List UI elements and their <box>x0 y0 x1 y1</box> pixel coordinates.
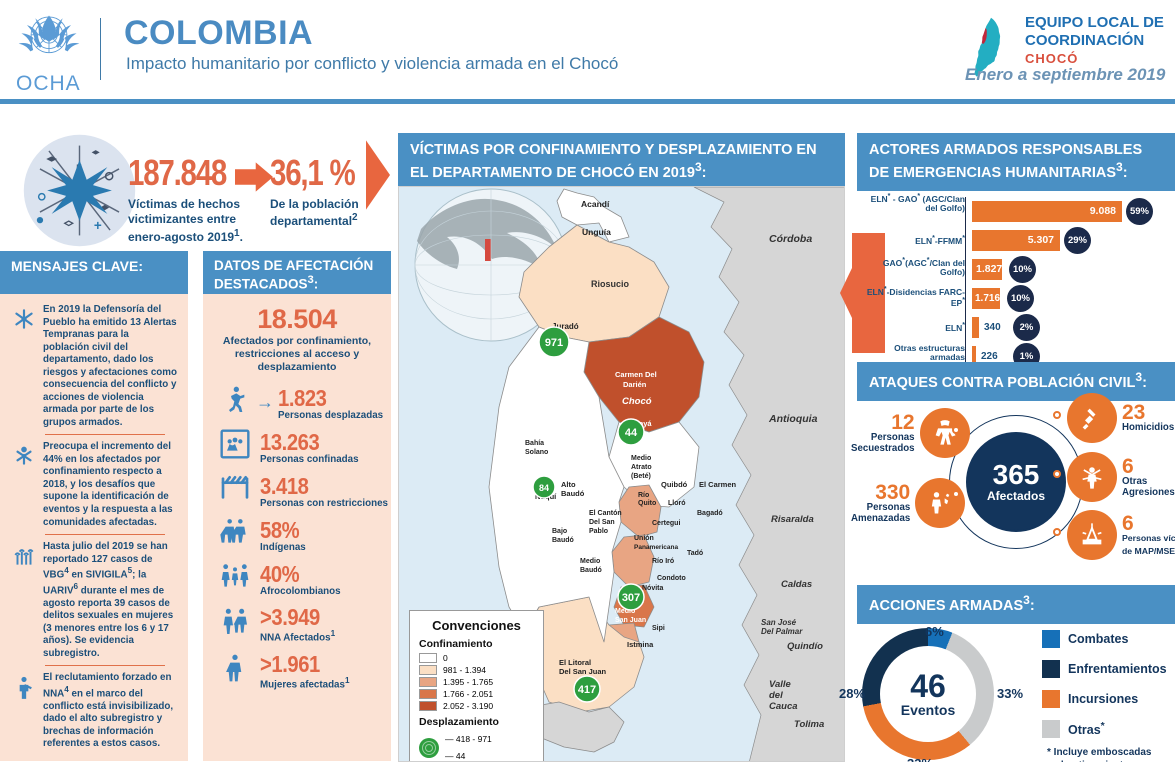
svg-text:Atrato: Atrato <box>631 464 652 471</box>
svg-text:Cauca: Cauca <box>769 701 798 712</box>
svg-text:Córdoba: Córdoba <box>769 233 812 245</box>
svg-text:del: del <box>769 690 783 701</box>
svg-text:Caldas: Caldas <box>781 579 812 590</box>
svg-text:Alto: Alto <box>561 480 576 489</box>
svg-text:Pablo: Pablo <box>589 528 608 535</box>
svg-text:Certegui: Certegui <box>652 520 680 527</box>
svg-text:417: 417 <box>578 684 596 696</box>
svg-text:El Cantón: El Cantón <box>589 510 622 517</box>
svg-text:Río Iró: Río Iró <box>652 558 674 565</box>
svg-text:Sipi: Sipi <box>652 625 665 632</box>
svg-text:El Carmen: El Carmen <box>699 480 737 489</box>
svg-text:Quibdó: Quibdó <box>661 480 688 489</box>
svg-text:+: + <box>94 218 102 233</box>
svg-text:84: 84 <box>539 483 549 493</box>
svg-text:Unión: Unión <box>634 535 654 542</box>
svg-text:Río: Río <box>638 492 649 499</box>
svg-text:Chocó: Chocó <box>622 396 652 407</box>
svg-text:Medio: Medio <box>580 558 600 565</box>
svg-text:Del Palmar: Del Palmar <box>761 627 803 636</box>
svg-text:Del San: Del San <box>589 519 615 526</box>
svg-text:Medio: Medio <box>631 455 651 462</box>
svg-text:44: 44 <box>625 427 638 439</box>
svg-text:971: 971 <box>545 337 563 349</box>
svg-text:Baudó: Baudó <box>552 537 574 544</box>
svg-text:Valle: Valle <box>769 679 792 690</box>
svg-text:Solano: Solano <box>525 449 548 456</box>
svg-text:Lloró: Lloró <box>668 500 686 507</box>
svg-text:Baudó: Baudó <box>580 567 602 574</box>
svg-text:El Litoral: El Litoral <box>559 658 591 667</box>
svg-text:San Juan: San Juan <box>615 617 646 624</box>
svg-text:Istmina: Istmina <box>627 640 654 649</box>
svg-text:Baudó: Baudó <box>561 489 585 498</box>
svg-text:Antioquia: Antioquia <box>768 413 818 425</box>
svg-text:307: 307 <box>622 592 640 604</box>
svg-text:Tolima: Tolima <box>794 719 824 730</box>
svg-text:Risaralda: Risaralda <box>771 514 814 525</box>
svg-text:Bagadó: Bagadó <box>697 510 723 517</box>
svg-text:Quindío: Quindío <box>787 641 823 652</box>
svg-text:Del San Juan: Del San Juan <box>559 667 607 676</box>
svg-text:Condoto: Condoto <box>657 575 686 582</box>
svg-text:Unguía: Unguía <box>582 227 611 237</box>
svg-text:Panamericana: Panamericana <box>634 544 678 551</box>
svg-text:Darién: Darién <box>623 380 647 389</box>
svg-text:Nóvita: Nóvita <box>642 585 664 592</box>
svg-text:San José: San José <box>761 618 797 627</box>
svg-text:Carmen Del: Carmen Del <box>615 370 657 379</box>
svg-text:Bajo: Bajo <box>552 528 567 535</box>
svg-text:Quito: Quito <box>638 500 656 507</box>
svg-text:Tadó: Tadó <box>687 550 703 557</box>
svg-text:Acandí: Acandí <box>581 199 610 209</box>
svg-text:(Beté): (Beté) <box>631 473 651 480</box>
svg-text:Riosucio: Riosucio <box>591 279 630 289</box>
svg-text:Bahía: Bahía <box>525 440 544 447</box>
